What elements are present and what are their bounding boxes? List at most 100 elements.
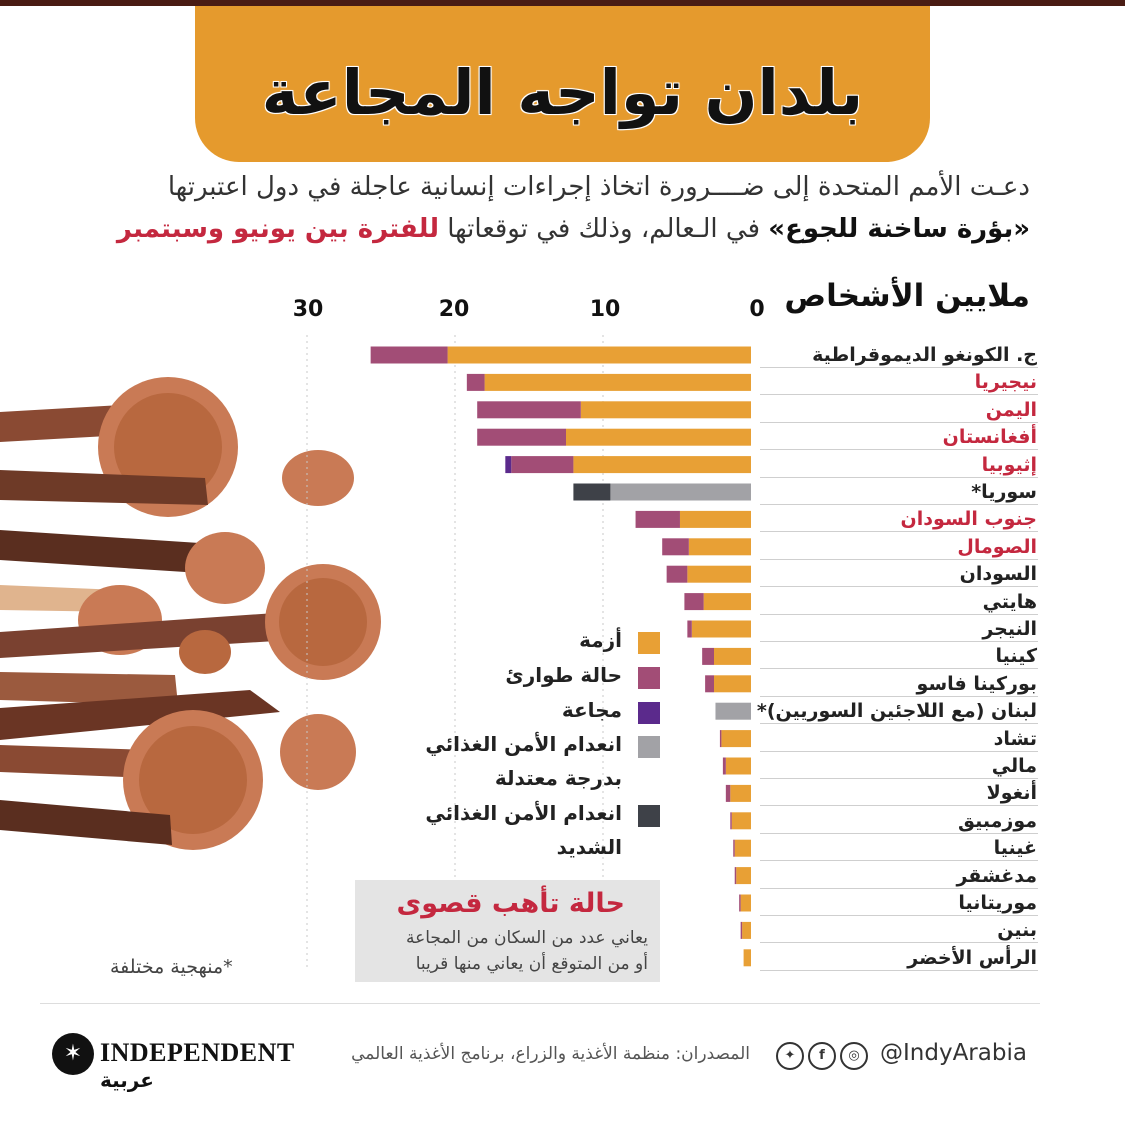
bar-emergency-7 — [662, 538, 689, 556]
twitter-icon[interactable]: ✦ — [776, 1042, 804, 1070]
legend-swatch-famine — [638, 702, 660, 724]
independent-logo-icon: ✶ — [52, 1033, 94, 1075]
row-separator — [760, 449, 1038, 451]
bar-emergency-17 — [730, 812, 732, 830]
instagram-icon[interactable]: ◎ — [840, 1042, 868, 1070]
row-separator — [760, 778, 1038, 779]
chart-unit-label: ملايين الأشخاص — [784, 278, 1030, 314]
row-separator — [760, 942, 1038, 944]
legend-item-moderate: انعدام الأمن الغذائي بدرجة معتدلة — [400, 732, 660, 796]
logo-subtext: عربية — [100, 1068, 154, 1092]
bar-crisis-11 — [714, 647, 751, 665]
bar-crisis-1 — [484, 373, 751, 391]
bar-emergency-18 — [733, 839, 735, 857]
row-separator — [760, 394, 1038, 396]
country-label-12: بوركينا فاسو — [916, 672, 1037, 695]
row-separator — [760, 860, 1038, 862]
bar-emergency-21 — [740, 921, 743, 939]
intro-period-text: للفترة بين يونيو وسبتمبر — [116, 214, 439, 244]
row-separator — [760, 832, 1038, 834]
row-separator — [760, 421, 1038, 423]
intro-line-2: «بؤرة ساخنة للجوع» في الـعالم، وذلك في ت… — [90, 214, 1030, 244]
title-banner: بلدان تواجه المجاعة — [195, 6, 930, 162]
bar-emergency-10 — [687, 620, 692, 638]
bar-crisis-21 — [742, 921, 751, 939]
country-label-2: اليمن — [985, 398, 1037, 421]
bar-moderate-13 — [715, 702, 751, 720]
chart-canvas — [0, 335, 751, 970]
bar-emergency-11 — [702, 647, 714, 665]
bar-crisis-15 — [725, 757, 751, 775]
intro-line-1: دعـت الأمم المتحدة إلى ضــــرورة اتخاذ إ… — [167, 172, 1030, 202]
row-separator — [760, 915, 1038, 916]
alert-line-2: أو من المتوقع أن يعاني منها قريبا — [415, 954, 648, 974]
bar-crisis-4 — [573, 456, 751, 474]
hands-with-bowls-illustration — [0, 377, 381, 850]
bar-emergency-6 — [635, 510, 680, 528]
country-label-5: سوريا* — [971, 481, 1037, 503]
legend-label-severe-1: انعدام الأمن الغذائي — [425, 801, 622, 825]
country-label-8: السودان — [959, 563, 1037, 586]
bar-emergency-1 — [466, 373, 485, 391]
legend-swatch-crisis — [638, 632, 660, 654]
social-handle[interactable]: @IndyArabia — [880, 1040, 1027, 1066]
country-label-3: أفغانستان — [942, 426, 1037, 449]
country-label-4: إثيوبيا — [981, 453, 1037, 476]
row-separator — [760, 887, 1038, 889]
top-border — [0, 0, 1125, 6]
bar-emergency-12 — [705, 675, 714, 693]
bar-crisis-20 — [740, 894, 751, 912]
page-title: بلدان تواجه المجاعة — [261, 56, 864, 129]
country-label-14: تشاد — [993, 727, 1037, 750]
country-label-22: الرأس الأخضر — [907, 946, 1037, 969]
bar-crisis-14 — [721, 730, 751, 748]
row-separator — [760, 641, 1038, 642]
legend-swatch-emergency — [638, 667, 660, 689]
legend-label-severe-2: الشديد — [556, 835, 622, 859]
logo-text: INDEPENDENT — [100, 1038, 295, 1067]
row-separator — [760, 558, 1038, 560]
methodology-footnote: *منهجية مختلفة — [110, 956, 233, 978]
country-label-18: غينيا — [993, 837, 1037, 860]
country-label-15: مالي — [991, 755, 1037, 777]
row-separator — [760, 586, 1038, 588]
row-separator — [760, 969, 1038, 971]
legend-label-moderate-2: بدرجة معتدلة — [494, 766, 622, 790]
bar-emergency-0 — [370, 346, 448, 364]
bar-emergency-3 — [477, 428, 566, 446]
tick-label-30: 30 — [292, 297, 324, 322]
bar-emergency-20 — [739, 894, 741, 912]
country-label-0: ج. الكونغو الديموقراطية — [812, 344, 1037, 366]
bar-crisis-12 — [714, 675, 751, 693]
row-separator — [760, 805, 1038, 807]
row-separator — [760, 695, 1038, 697]
legend-item-crisis: أزمة — [400, 628, 660, 658]
row-separator — [760, 476, 1038, 478]
facebook-icon[interactable]: f — [808, 1042, 836, 1070]
tick-label-10: 10 — [589, 297, 621, 322]
legend-item-famine: مجاعة — [400, 698, 660, 728]
sources-text: المصدران: منظمة الأغذية والزراع، برنامج … — [351, 1044, 750, 1064]
bar-crisis-19 — [736, 867, 751, 885]
tick-label-0: 0 — [749, 297, 765, 322]
row-separator — [760, 750, 1038, 752]
country-label-7: الصومال — [957, 535, 1037, 558]
legend-swatch-moderate — [638, 736, 660, 758]
bar-crisis-16 — [730, 784, 751, 802]
bar-crisis-18 — [734, 839, 751, 857]
bar-crisis-0 — [447, 346, 751, 364]
row-separator — [760, 367, 1038, 368]
country-label-9: هايتي — [982, 590, 1037, 613]
bar-crisis-7 — [688, 538, 751, 556]
bar-severe-5 — [573, 483, 611, 501]
country-label-19: مدغشقر — [956, 864, 1037, 887]
legend-swatch-severe — [638, 805, 660, 827]
legend-item-emergency: حالة طوارئ — [400, 663, 660, 693]
bar-emergency-2 — [477, 401, 581, 419]
bar-emergency-15 — [722, 757, 726, 775]
country-label-16: أنغولا — [986, 782, 1037, 805]
bar-crisis-10 — [691, 620, 751, 638]
bar-famine-4 — [505, 456, 512, 474]
bar-emergency-4 — [511, 456, 574, 474]
legend-label-famine: مجاعة — [561, 698, 622, 722]
